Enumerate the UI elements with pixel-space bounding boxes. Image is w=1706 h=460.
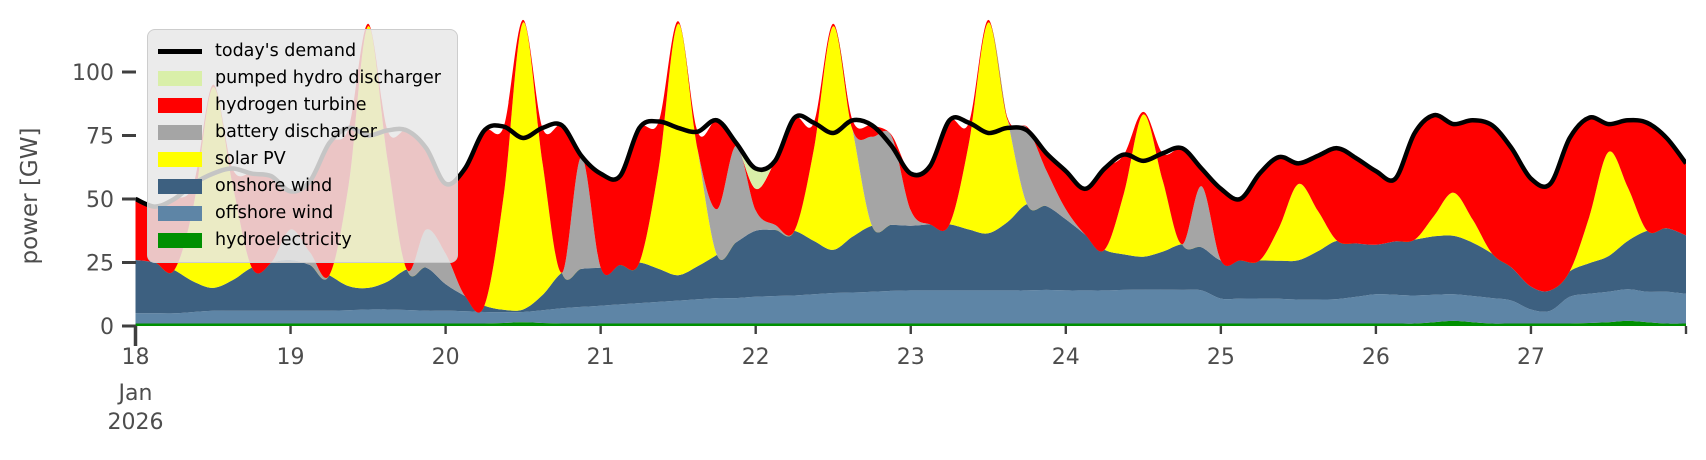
x-tick-label: 24 — [1052, 345, 1080, 370]
y-axis: 0 25 50 75 100 — [72, 61, 136, 340]
legend-color-swatch — [158, 206, 202, 221]
legend: today's demand pumped hydro discharger hyd… — [147, 29, 458, 263]
x-tick-label: 25 — [1207, 345, 1235, 370]
y-tick-label: 25 — [86, 252, 114, 277]
area-hydrogen-turbine — [135, 19, 1686, 313]
x-tick-label: 19 — [277, 345, 305, 370]
x-tick-label: 21 — [587, 345, 615, 370]
legend-label: solar PV — [215, 148, 286, 169]
x-offset-label-month: Jan — [117, 381, 153, 406]
x-tick-label: 20 — [432, 345, 460, 370]
legend-label: today's demand — [215, 40, 357, 61]
legend-label: pumped hydro discharger — [215, 67, 441, 88]
y-tick-label: 100 — [72, 61, 114, 86]
x-tick-label: 23 — [897, 345, 925, 370]
legend-item-today-s-demand: today's demand — [158, 38, 441, 65]
y-axis-label: power [GW] — [17, 127, 43, 265]
legend-item-hydrogen-turbine: hydrogen turbine — [158, 92, 441, 119]
stacked-areas — [135, 19, 1686, 326]
x-tick-label: 18 — [122, 345, 150, 370]
legend-item-onshore-wind: onshore wind — [158, 173, 441, 200]
x-axis: 18 19 20 21 22 23 24 25 26 27 Jan 2026 — [108, 326, 1688, 435]
legend-item-pumped-hydro-discharger: pumped hydro discharger — [158, 65, 441, 92]
x-tick-label: 26 — [1362, 345, 1390, 370]
x-offset-label-year: 2026 — [108, 410, 164, 435]
y-tick-label: 0 — [100, 315, 114, 340]
area-hydroelectricity — [135, 320, 1686, 326]
legend-label: offshore wind — [215, 202, 334, 223]
legend-color-swatch — [158, 179, 202, 194]
y-tick-label: 75 — [86, 125, 114, 150]
x-tick-label: 27 — [1517, 345, 1545, 370]
legend-color-swatch — [158, 125, 202, 140]
area-solar-pv — [135, 22, 1686, 312]
legend-label: onshore wind — [215, 175, 333, 196]
legend-line-swatch — [158, 49, 202, 54]
legend-color-swatch — [158, 152, 202, 167]
legend-color-swatch — [158, 98, 202, 113]
legend-color-swatch — [158, 233, 202, 248]
legend-color-swatch — [158, 71, 202, 86]
x-tick-label: 22 — [742, 345, 770, 370]
legend-label: hydroelectricity — [215, 229, 352, 250]
area-offshore-wind — [135, 289, 1686, 324]
legend-item-battery-discharger: battery discharger — [158, 119, 441, 146]
y-tick-label: 50 — [86, 188, 114, 213]
legend-label: battery discharger — [215, 121, 377, 142]
legend-item-solar-pv: solar PV — [158, 146, 441, 173]
legend-label: hydrogen turbine — [215, 94, 367, 115]
legend-item-hydroelectricity: hydroelectricity — [158, 227, 441, 254]
area-onshore-wind — [135, 202, 1686, 314]
legend-item-offshore-wind: offshore wind — [158, 200, 441, 227]
